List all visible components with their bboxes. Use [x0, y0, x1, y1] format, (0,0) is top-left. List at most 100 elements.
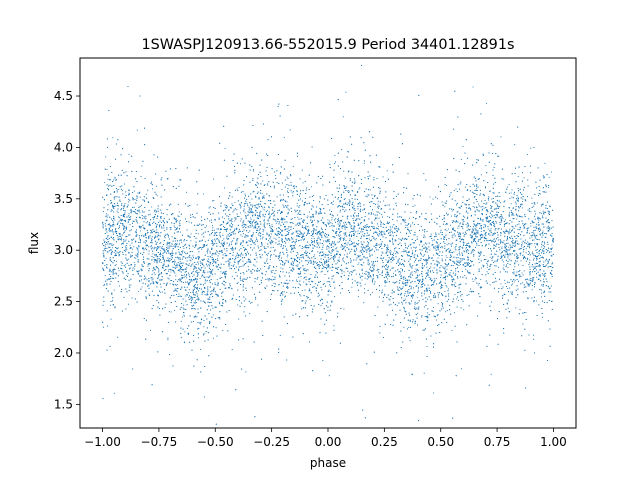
scatter-point	[175, 275, 177, 277]
scatter-point	[307, 245, 309, 247]
scatter-point	[473, 196, 475, 199]
scatter-point	[348, 189, 350, 192]
scatter-point	[377, 268, 379, 270]
scatter-point	[419, 279, 421, 281]
scatter-point	[339, 234, 341, 236]
scatter-point	[303, 239, 305, 241]
scatter-point	[451, 329, 453, 332]
scatter-point	[115, 260, 118, 262]
scatter-point	[127, 303, 130, 305]
scatter-point	[300, 214, 302, 216]
scatter-point	[297, 216, 299, 218]
scatter-point	[467, 262, 469, 264]
scatter-point	[457, 299, 460, 301]
scatter-point	[345, 91, 347, 93]
scatter-point	[459, 222, 461, 224]
scatter-point	[519, 275, 521, 277]
scatter-point	[160, 250, 162, 252]
scatter-point	[199, 265, 202, 267]
scatter-point	[286, 291, 288, 294]
scatter-point	[179, 278, 181, 280]
scatter-point	[533, 257, 535, 259]
scatter-point	[527, 258, 529, 260]
scatter-point	[359, 187, 361, 189]
scatter-point	[454, 200, 456, 202]
scatter-point	[390, 303, 392, 305]
scatter-point	[194, 246, 196, 248]
scatter-point	[351, 278, 353, 280]
scatter-point	[302, 182, 304, 184]
scatter-point	[343, 308, 345, 310]
scatter-point	[354, 251, 356, 253]
scatter-point	[369, 189, 371, 191]
scatter-point	[407, 227, 409, 229]
scatter-point	[129, 244, 131, 246]
scatter-point	[499, 238, 501, 241]
scatter-point	[331, 217, 333, 219]
scatter-point	[340, 195, 342, 197]
scatter-point	[118, 269, 120, 271]
scatter-point	[244, 193, 246, 195]
scatter-point	[280, 246, 282, 248]
scatter-point	[498, 216, 500, 219]
scatter-point	[244, 247, 246, 250]
scatter-point	[504, 219, 507, 221]
scatter-point	[357, 240, 360, 242]
scatter-point	[465, 248, 467, 250]
scatter-point	[297, 264, 299, 266]
scatter-point	[336, 262, 338, 264]
scatter-point	[128, 220, 130, 222]
scatter-point	[279, 335, 281, 337]
scatter-point	[128, 192, 130, 194]
scatter-point	[491, 241, 493, 243]
scatter-point	[415, 268, 417, 270]
scatter-point	[534, 218, 536, 220]
scatter-point	[141, 269, 144, 271]
scatter-point	[317, 236, 319, 238]
scatter-point	[378, 217, 380, 219]
scatter-point	[368, 275, 370, 277]
scatter-point	[385, 263, 388, 266]
scatter-point	[151, 238, 153, 240]
scatter-point	[230, 252, 232, 255]
scatter-point	[413, 292, 415, 294]
scatter-point	[426, 312, 429, 314]
scatter-point	[178, 221, 180, 223]
scatter-point	[219, 231, 222, 233]
scatter-point	[280, 267, 282, 269]
scatter-point	[446, 223, 449, 225]
scatter-point	[289, 280, 291, 282]
scatter-point	[533, 338, 535, 340]
scatter-point	[329, 244, 331, 246]
scatter-point	[144, 247, 147, 249]
scatter-point	[143, 248, 145, 250]
scatter-point	[186, 267, 188, 269]
scatter-point	[119, 220, 121, 222]
scatter-point	[444, 290, 446, 293]
scatter-point	[336, 250, 338, 252]
scatter-point	[230, 264, 232, 266]
scatter-point	[124, 203, 126, 205]
scatter-point	[389, 249, 392, 251]
scatter-point	[122, 193, 124, 195]
scatter-point	[433, 254, 435, 256]
scatter-point	[338, 217, 340, 219]
scatter-point	[272, 275, 274, 278]
scatter-point	[306, 263, 308, 265]
scatter-point	[463, 221, 465, 223]
scatter-point	[511, 253, 513, 255]
scatter-point	[329, 225, 331, 227]
scatter-point	[188, 296, 190, 298]
scatter-point	[446, 230, 448, 232]
scatter-point	[107, 224, 109, 226]
scatter-point	[167, 245, 169, 247]
scatter-point	[269, 267, 271, 269]
scatter-point	[432, 198, 434, 200]
scatter-point	[454, 261, 456, 263]
scatter-point	[202, 193, 205, 195]
scatter-point	[506, 239, 508, 241]
scatter-point	[163, 229, 165, 231]
scatter-point	[118, 226, 121, 228]
scatter-point	[536, 234, 538, 236]
scatter-point	[306, 217, 308, 219]
